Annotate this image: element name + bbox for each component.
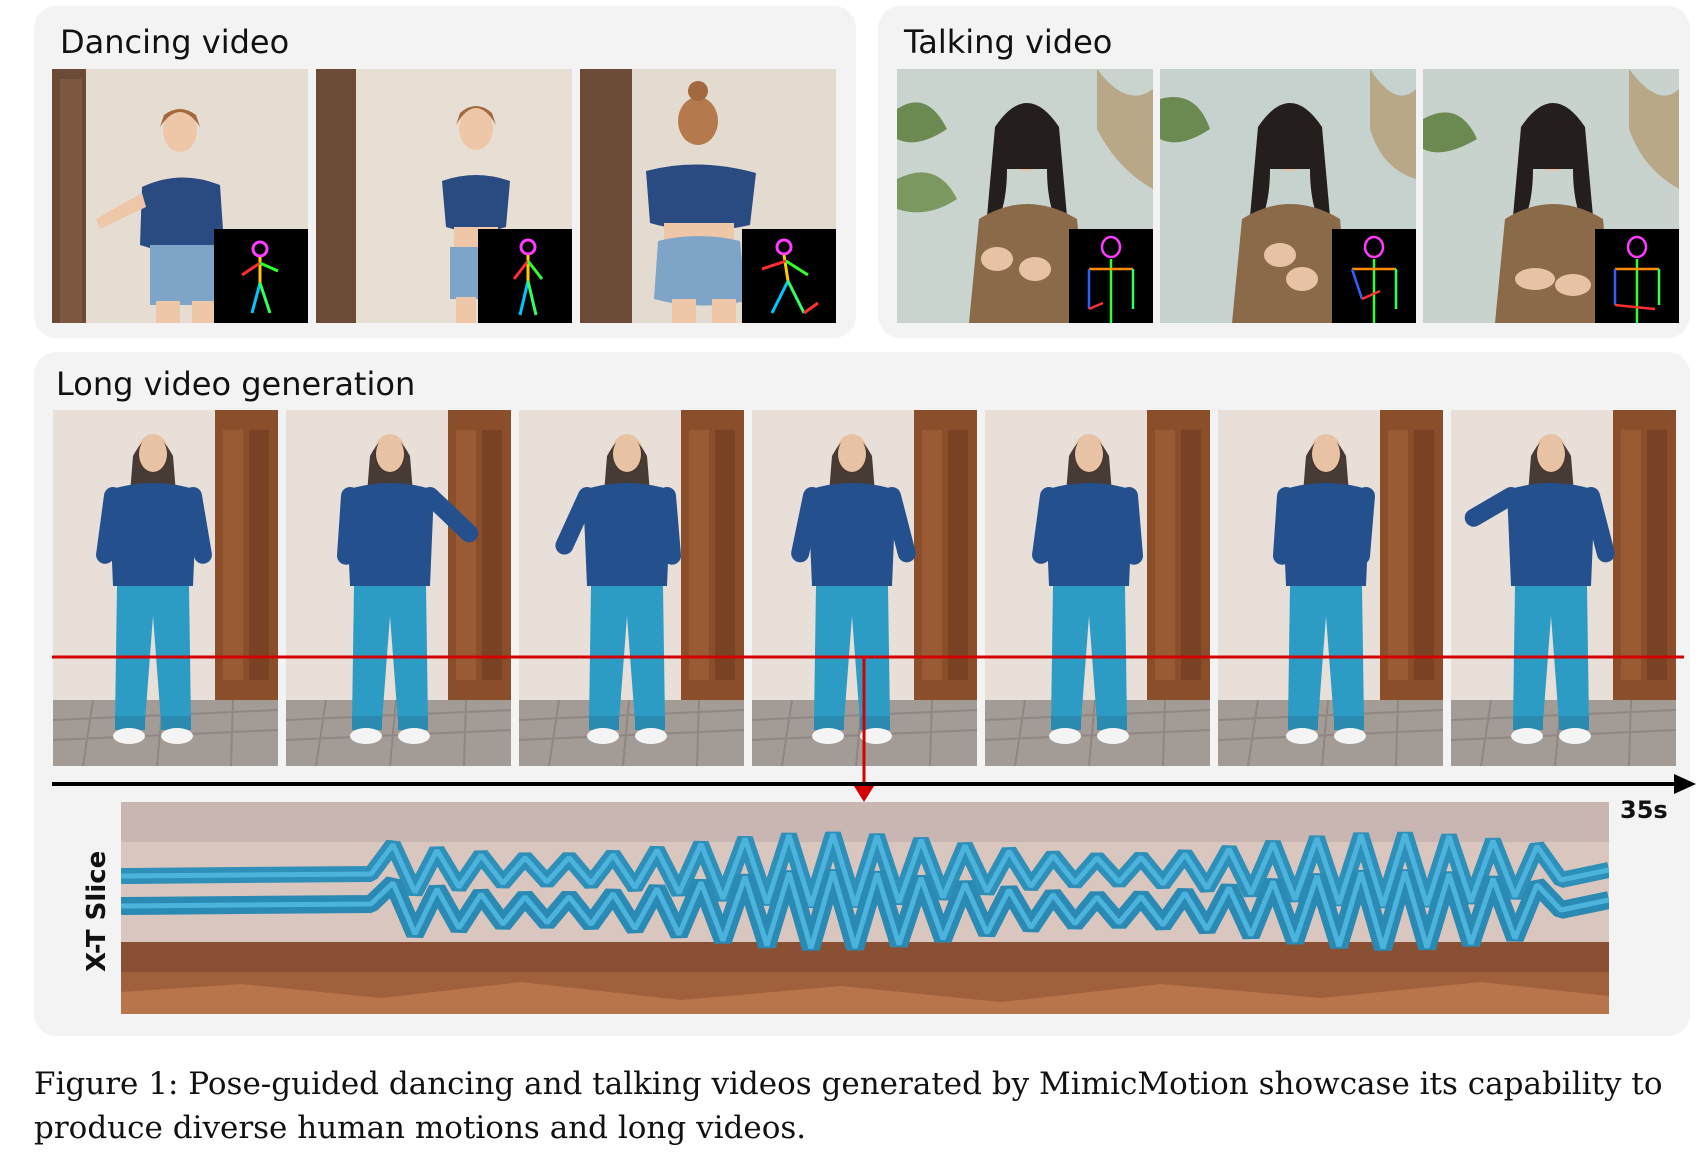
talking-frame-2: [1160, 69, 1416, 323]
xt-slice-label: X-T Slice: [82, 850, 112, 972]
long-video-frame-5: [985, 410, 1210, 766]
long-video-frame-3: [519, 410, 744, 766]
pose-skeleton-inset-1: [214, 229, 308, 323]
dancing-video-title: Dancing video: [60, 23, 290, 61]
long-video-frame-6: [1218, 410, 1443, 766]
pose-skeleton-inset-6: [1595, 229, 1679, 323]
long-video-frame-7: [1451, 410, 1676, 766]
pose-skeleton-inset-5: [1332, 229, 1416, 323]
pose-skeleton-inset-3: [742, 229, 836, 323]
talking-frame-3: [1423, 69, 1679, 323]
talking-frame-1: [897, 69, 1153, 323]
dancing-frame-1: [52, 69, 308, 323]
figure-caption: Figure 1: Pose-guided dancing and talkin…: [34, 1066, 1663, 1146]
dancing-frame-3: [580, 69, 836, 323]
pose-skeleton-inset-2: [478, 229, 572, 323]
talking-video-title: Talking video: [904, 23, 1113, 61]
long-video-frame-1: [53, 410, 278, 766]
dancing-frame-2: [316, 69, 572, 323]
long-video-frame-2: [286, 410, 511, 766]
slice-arrow-head: [854, 786, 874, 802]
time-axis-end-label: 35s: [1620, 796, 1668, 824]
xt-slice-image: [121, 802, 1609, 1014]
time-axis: [52, 774, 1696, 794]
long-video-title: Long video generation: [56, 365, 416, 403]
pose-skeleton-inset-4: [1069, 229, 1153, 323]
slice-indicator: [52, 655, 1684, 802]
